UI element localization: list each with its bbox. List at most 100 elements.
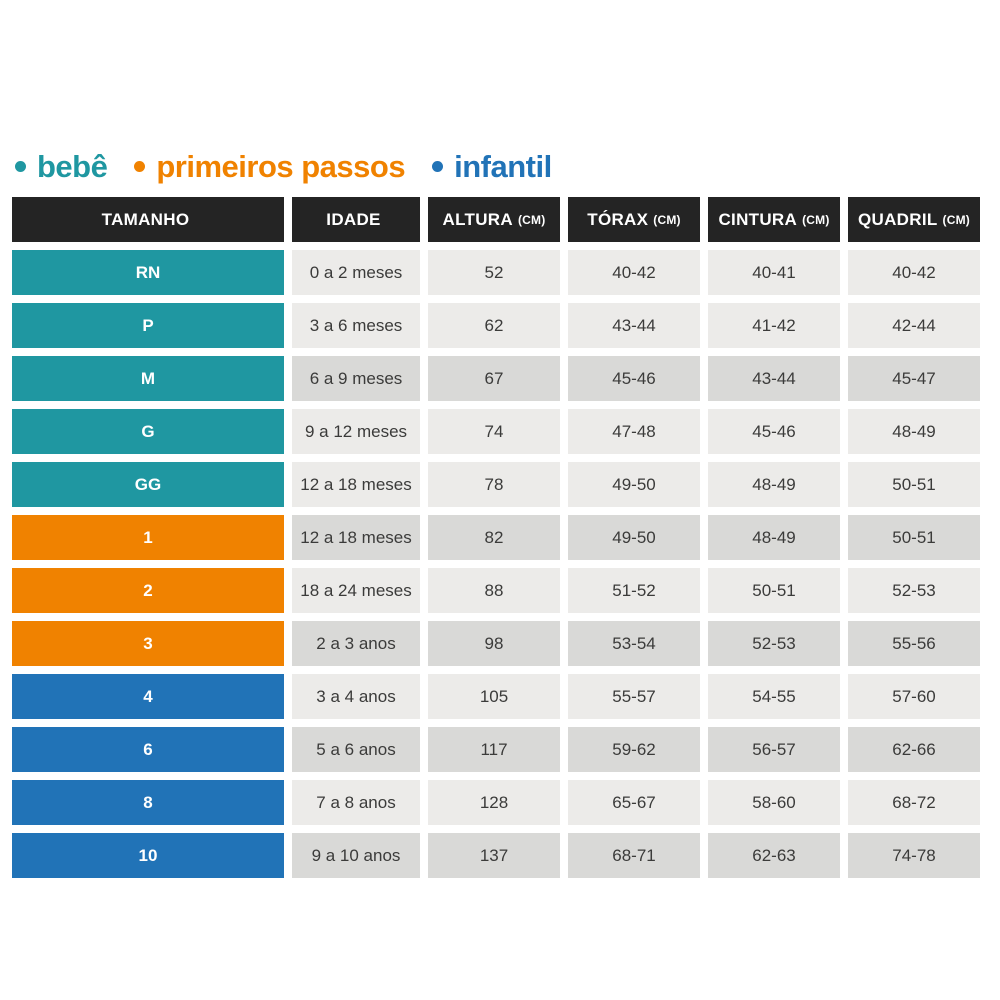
cintura-cell: 48-49 (708, 462, 840, 507)
torax-cell: 49-50 (568, 515, 700, 560)
idade-cell: 7 a 8 anos (292, 780, 420, 825)
torax-cell: 51-52 (568, 568, 700, 613)
cintura-cell: 48-49 (708, 515, 840, 560)
altura-cell: 78 (428, 462, 560, 507)
size-cell: 1 (12, 515, 284, 560)
torax-cell: 55-57 (568, 674, 700, 719)
altura-cell: 74 (428, 409, 560, 454)
torax-cell: 43-44 (568, 303, 700, 348)
column-header-label: TÓRAX (587, 209, 649, 229)
quadril-cell: 42-44 (848, 303, 980, 348)
idade-cell: 9 a 10 anos (292, 833, 420, 878)
legend-item-infantil: infantil (432, 151, 552, 182)
legend-label: bebê (37, 148, 108, 184)
altura-cell: 137 (428, 833, 560, 878)
bullet-icon (134, 160, 146, 172)
size-cell: 2 (12, 568, 284, 613)
column-header-unit: (CM) (653, 212, 681, 227)
altura-cell: 52 (428, 250, 560, 295)
size-cell: RN (12, 250, 284, 295)
cintura-cell: 43-44 (708, 356, 840, 401)
torax-cell: 49-50 (568, 462, 700, 507)
size-cell: P (12, 303, 284, 348)
quadril-cell: 48-49 (848, 409, 980, 454)
legend-label: primeiros passos (156, 148, 406, 184)
idade-cell: 3 a 4 anos (292, 674, 420, 719)
quadril-cell: 68-72 (848, 780, 980, 825)
quadril-cell: 40-42 (848, 250, 980, 295)
column-header-idade: IDADE (292, 197, 420, 242)
column-header-label: QUADRIL (857, 209, 938, 229)
cintura-cell: 50-51 (708, 568, 840, 613)
idade-cell: 9 a 12 meses (292, 409, 420, 454)
idade-cell: 5 a 6 anos (292, 727, 420, 772)
legend: bebê primeiros passos infantil (12, 147, 980, 185)
quadril-cell: 57-60 (848, 674, 980, 719)
cintura-cell: 40-41 (708, 250, 840, 295)
column-header-unit: (CM) (517, 212, 546, 227)
column-header-label: TAMANHO (101, 209, 190, 229)
idade-cell: 18 a 24 meses (292, 568, 420, 613)
idade-cell: 12 a 18 meses (292, 515, 420, 560)
column-header-unit: (CM) (942, 212, 970, 227)
altura-cell: 82 (428, 515, 560, 560)
cintura-cell: 62-63 (708, 833, 840, 878)
column-header-altura: ALTURA (CM) (428, 197, 560, 242)
size-table: TAMANHO IDADE ALTURA (CM) TÓRAX (CM) CINTU… (12, 197, 980, 878)
size-cell: 10 (12, 833, 284, 878)
idade-cell: 3 a 6 meses (292, 303, 420, 348)
size-cell: M (12, 356, 284, 401)
cintura-cell: 58-60 (708, 780, 840, 825)
torax-cell: 65-67 (568, 780, 700, 825)
column-header-label: IDADE (326, 209, 381, 229)
altura-cell: 117 (428, 727, 560, 772)
cintura-cell: 54-55 (708, 674, 840, 719)
idade-cell: 2 a 3 anos (292, 621, 420, 666)
column-header-unit: (CM) (802, 212, 830, 227)
size-cell: 6 (12, 727, 284, 772)
column-header-quadril: QUADRIL (CM) (848, 197, 980, 242)
idade-cell: 12 a 18 meses (292, 462, 420, 507)
size-cell: G (12, 409, 284, 454)
torax-cell: 53-54 (568, 621, 700, 666)
altura-cell: 67 (428, 356, 560, 401)
altura-cell: 98 (428, 621, 560, 666)
legend-item-primeiros-passos: primeiros passos (134, 148, 406, 184)
torax-cell: 47-48 (568, 409, 700, 454)
legend-label: infantil (454, 148, 552, 184)
quadril-cell: 55-56 (848, 621, 980, 666)
altura-cell: 88 (428, 568, 560, 613)
quadril-cell: 50-51 (848, 515, 980, 560)
column-header-label: CINTURA (718, 209, 798, 229)
altura-cell: 128 (428, 780, 560, 825)
size-cell: 8 (12, 780, 284, 825)
column-header-cintura: CINTURA (CM) (708, 197, 840, 242)
altura-cell: 105 (428, 674, 560, 719)
bullet-icon (15, 160, 26, 172)
altura-cell: 62 (428, 303, 560, 348)
idade-cell: 0 a 2 meses (292, 250, 420, 295)
torax-cell: 68-71 (568, 833, 700, 878)
size-cell: 4 (12, 674, 284, 719)
quadril-cell: 50-51 (848, 462, 980, 507)
size-cell: GG (12, 462, 284, 507)
column-header-torax: TÓRAX (CM) (568, 197, 700, 242)
legend-item-bebe: bebê (15, 148, 108, 184)
bullet-icon (432, 160, 444, 172)
quadril-cell: 74-78 (848, 833, 980, 878)
idade-cell: 6 a 9 meses (292, 356, 420, 401)
torax-cell: 59-62 (568, 727, 700, 772)
cintura-cell: 45-46 (708, 409, 840, 454)
size-cell: 3 (12, 621, 284, 666)
torax-cell: 45-46 (568, 356, 700, 401)
cintura-cell: 41-42 (708, 303, 840, 348)
column-header-label: ALTURA (442, 209, 513, 229)
quadril-cell: 45-47 (848, 356, 980, 401)
quadril-cell: 52-53 (848, 568, 980, 613)
content-wrapper: bebê primeiros passos infantil TAMANHO I… (12, 147, 980, 878)
torax-cell: 40-42 (568, 250, 700, 295)
column-header-tamanho: TAMANHO (12, 197, 284, 242)
cintura-cell: 52-53 (708, 621, 840, 666)
quadril-cell: 62-66 (848, 727, 980, 772)
